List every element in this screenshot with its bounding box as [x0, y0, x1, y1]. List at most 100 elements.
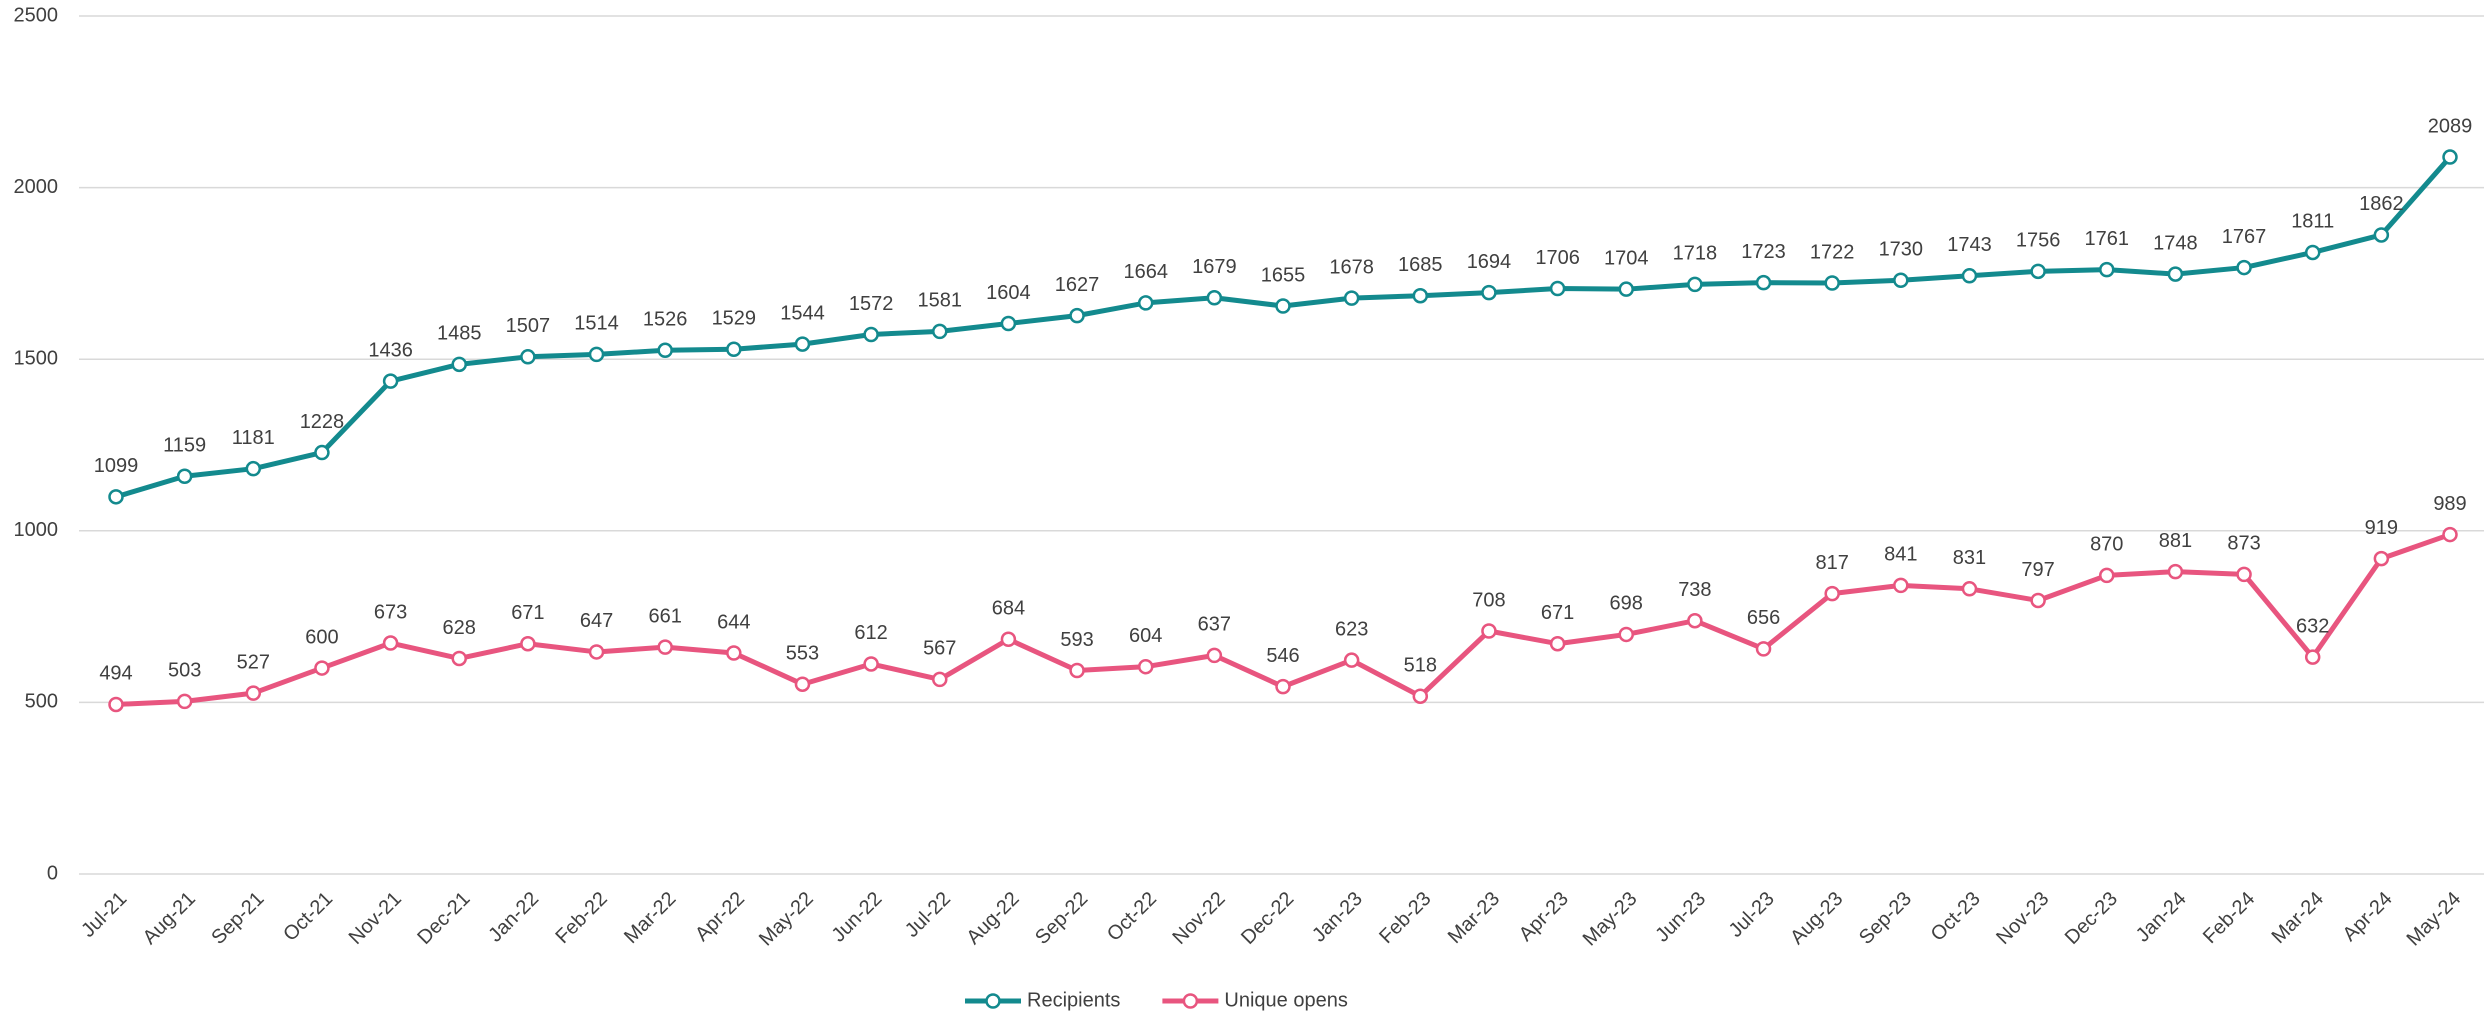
data-label: 870 — [2090, 534, 2123, 556]
x-tick-label: Oct-22 — [1103, 888, 1161, 946]
data-point — [1000, 315, 1017, 332]
data-point — [794, 336, 811, 352]
y-tick-label: 1500 — [14, 347, 59, 369]
data-point — [2099, 261, 2115, 278]
x-tick-label: Mar-23 — [1444, 888, 1504, 948]
data-point — [726, 645, 742, 661]
data-label: 1627 — [1055, 274, 1100, 296]
data-label: 1722 — [1810, 241, 1855, 263]
data-label: 684 — [992, 598, 1025, 620]
x-tick-label: Nov-23 — [1992, 888, 2053, 949]
data-point — [1961, 268, 1978, 284]
data-point — [2030, 592, 2046, 609]
data-label: 1507 — [506, 315, 551, 337]
data-point — [726, 341, 742, 357]
data-point — [2030, 263, 2046, 280]
x-tick-label: Apr-22 — [691, 888, 749, 946]
x-tick-label: Jan-24 — [2132, 888, 2191, 947]
data-label: 831 — [1953, 547, 1986, 569]
data-point — [2099, 567, 2115, 584]
data-label: 1862 — [2359, 193, 2404, 215]
data-point — [176, 693, 193, 710]
data-label: 698 — [1610, 593, 1643, 615]
data-point — [863, 656, 879, 672]
data-point — [245, 685, 262, 701]
x-tick-label: Jun-23 — [1651, 888, 1710, 947]
data-label: 671 — [511, 602, 544, 624]
data-label: 1572 — [849, 293, 894, 315]
data-label: 546 — [1266, 645, 1299, 667]
data-label: 600 — [305, 626, 338, 648]
data-label: 1664 — [1123, 261, 1168, 283]
data-label: 628 — [443, 617, 476, 639]
data-label: 661 — [648, 605, 681, 627]
x-tick-label: May-22 — [755, 888, 818, 951]
x-tick-label: Apr-24 — [2339, 888, 2397, 946]
data-point — [451, 356, 467, 373]
data-point — [1618, 626, 1634, 643]
data-label: 518 — [1404, 655, 1437, 677]
x-tick-label: Jan-23 — [1308, 888, 1367, 947]
data-label: 553 — [786, 642, 819, 664]
x-tick-label: Mar-22 — [620, 888, 680, 948]
data-label: 1099 — [94, 455, 139, 477]
data-label: 632 — [2296, 615, 2329, 637]
data-point — [1687, 612, 1703, 629]
data-label: 1767 — [2222, 226, 2267, 248]
data-label: 527 — [237, 651, 270, 673]
data-point — [1824, 585, 1840, 602]
x-tick-label: Dec-22 — [1237, 888, 1298, 949]
data-point — [1069, 307, 1085, 324]
data-label: 1581 — [918, 290, 963, 312]
x-tick-label: Jul-23 — [1725, 888, 1779, 942]
data-label: 1748 — [2153, 232, 2198, 254]
x-tick-label: Sep-21 — [207, 888, 268, 949]
data-label: 1743 — [1947, 234, 1992, 256]
data-label: 1685 — [1398, 254, 1443, 276]
data-label: 1485 — [437, 323, 482, 345]
data-point — [1000, 631, 1017, 648]
data-label: 989 — [2433, 493, 2466, 515]
data-label: 1159 — [163, 435, 206, 457]
data-point — [1206, 647, 1223, 664]
x-tick-label: Jun-22 — [828, 888, 887, 947]
data-point — [2373, 227, 2390, 243]
data-point — [1069, 662, 1085, 679]
data-label: 1436 — [368, 339, 413, 361]
data-point — [1687, 276, 1703, 293]
data-point — [1618, 281, 1634, 297]
x-tick-label: Jan-22 — [484, 888, 543, 947]
data-point — [2236, 259, 2252, 276]
data-point — [2442, 526, 2458, 543]
data-label: 1526 — [643, 309, 688, 331]
data-point — [1549, 635, 1566, 652]
x-tick-label: Feb-23 — [1375, 888, 1435, 948]
x-tick-label: Jul-22 — [901, 888, 955, 942]
data-label: 797 — [2021, 559, 2054, 581]
x-tick-label: Feb-24 — [2199, 888, 2259, 948]
data-point — [794, 676, 811, 692]
data-label: 1544 — [780, 302, 825, 324]
data-point — [657, 342, 673, 359]
data-label: 1811 — [2291, 211, 2334, 233]
y-tick-label: 1000 — [14, 519, 59, 541]
data-label: 1718 — [1673, 243, 1718, 265]
x-tick-label: Aug-23 — [1786, 888, 1847, 949]
x-tick-label: Dec-23 — [2061, 888, 2122, 949]
data-point — [108, 489, 124, 505]
data-point — [1961, 581, 1978, 597]
data-label: 1723 — [1741, 241, 1786, 263]
data-point — [520, 635, 536, 652]
data-point — [1137, 295, 1154, 311]
data-label: 738 — [1678, 579, 1711, 601]
x-tick-label: Dec-21 — [413, 888, 474, 949]
data-point — [2167, 266, 2184, 282]
data-point — [588, 644, 605, 660]
x-tick-label: Sep-22 — [1031, 888, 1092, 949]
x-tick-label: Apr-23 — [1515, 888, 1573, 946]
data-point — [588, 346, 605, 363]
data-label: 1761 — [2085, 228, 2130, 250]
data-label: 1730 — [1879, 239, 1924, 261]
data-label: 1514 — [574, 313, 619, 335]
data-point — [2167, 563, 2184, 580]
